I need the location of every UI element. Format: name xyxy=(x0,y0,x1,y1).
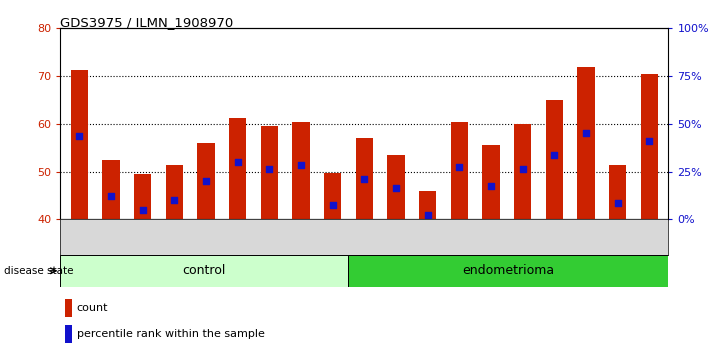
Bar xyxy=(387,155,405,219)
Bar xyxy=(324,173,341,219)
Bar xyxy=(229,118,247,219)
Point xyxy=(74,133,85,139)
Point xyxy=(580,131,592,136)
Bar xyxy=(60,255,348,287)
Point xyxy=(549,152,560,158)
Point xyxy=(612,200,624,206)
Bar xyxy=(482,145,500,219)
Bar xyxy=(65,325,73,343)
Point xyxy=(295,162,306,167)
Point xyxy=(327,202,338,208)
Point xyxy=(486,183,497,189)
Bar xyxy=(70,70,88,219)
Text: GDS3975 / ILMN_1908970: GDS3975 / ILMN_1908970 xyxy=(60,16,234,29)
Bar xyxy=(261,126,278,219)
Text: percentile rank within the sample: percentile rank within the sample xyxy=(77,329,264,339)
Point xyxy=(264,166,275,172)
Bar xyxy=(609,165,626,219)
Point xyxy=(358,176,370,182)
Point xyxy=(517,166,528,172)
Bar xyxy=(102,160,119,219)
Point xyxy=(422,212,434,217)
Bar xyxy=(514,124,531,219)
Point xyxy=(390,185,402,191)
Bar xyxy=(348,255,668,287)
Point xyxy=(643,138,655,143)
Bar xyxy=(419,191,437,219)
Point xyxy=(137,207,149,213)
Point xyxy=(105,193,117,198)
Text: control: control xyxy=(183,264,226,277)
Text: endometrioma: endometrioma xyxy=(462,264,555,277)
Text: count: count xyxy=(77,303,108,313)
Bar xyxy=(577,67,594,219)
Bar xyxy=(641,74,658,219)
Bar xyxy=(292,121,310,219)
Point xyxy=(232,159,243,165)
Bar xyxy=(166,165,183,219)
Point xyxy=(169,198,180,203)
Bar xyxy=(451,121,468,219)
Text: disease state: disease state xyxy=(4,266,73,276)
Bar xyxy=(198,143,215,219)
Point xyxy=(454,164,465,170)
Bar xyxy=(65,299,73,317)
Point xyxy=(201,178,212,184)
Bar xyxy=(356,138,373,219)
Bar xyxy=(134,174,151,219)
Bar xyxy=(545,100,563,219)
